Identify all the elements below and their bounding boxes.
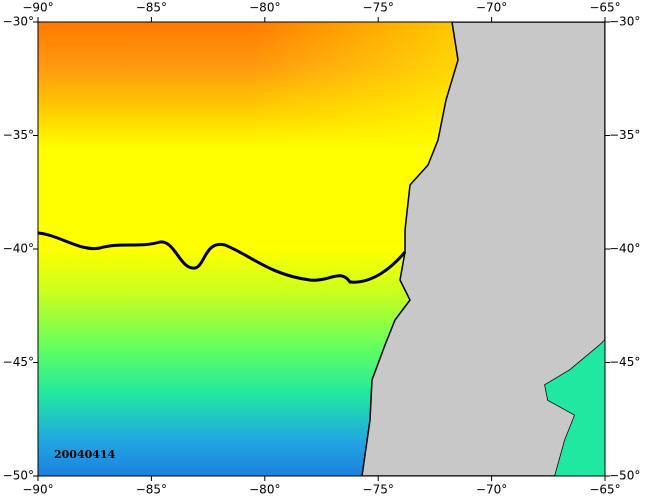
- x-tick-label: −90°: [22, 1, 53, 15]
- y-tick-label: −40°: [609, 242, 640, 256]
- x-tick-label: −75°: [363, 483, 394, 497]
- y-tick-label: −50°: [609, 469, 640, 483]
- y-tick-label: −35°: [609, 128, 640, 142]
- y-tick-label: −50°: [3, 469, 34, 483]
- x-tick-label: −65°: [589, 483, 620, 497]
- x-tick-label: −70°: [476, 1, 507, 15]
- x-tick-label: −80°: [249, 1, 280, 15]
- x-tick-label: −75°: [363, 1, 394, 15]
- y-tick-label: −30°: [609, 15, 640, 29]
- y-tick-label: −35°: [3, 128, 34, 142]
- y-tick-label: −30°: [3, 15, 34, 29]
- x-tick-label: −80°: [249, 483, 280, 497]
- x-tick-label: −90°: [22, 483, 53, 497]
- x-tick-label: −70°: [476, 483, 507, 497]
- date-label: 20040414: [54, 448, 116, 461]
- sst-field: [38, 22, 605, 476]
- x-tick-label: −85°: [136, 1, 167, 15]
- isotherm: [38, 231, 407, 284]
- y-tick-label: −45°: [3, 355, 34, 369]
- x-tick-label: −85°: [136, 483, 167, 497]
- y-tick-label: −40°: [3, 242, 34, 256]
- atlantic: [545, 340, 605, 476]
- y-tick-label: −45°: [609, 355, 640, 369]
- x-tick-label: −65°: [589, 1, 620, 15]
